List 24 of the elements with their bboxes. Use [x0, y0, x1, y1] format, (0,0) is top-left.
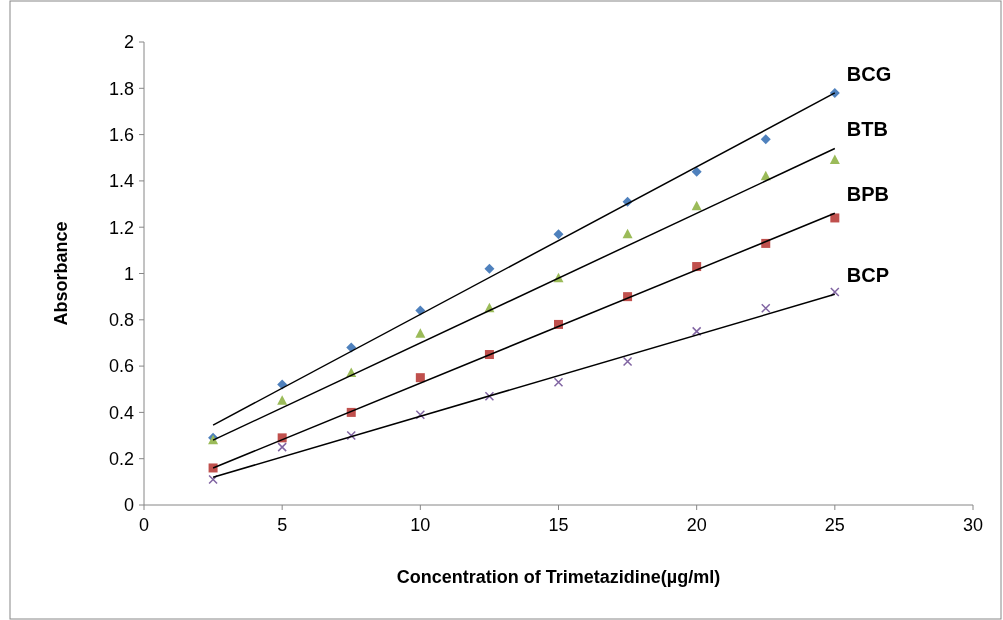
series-label: BPB	[846, 183, 890, 206]
x-tick-label: 25	[824, 515, 845, 535]
y-axis-title: Absorbance	[51, 221, 71, 326]
y-tick-label: 1.6	[108, 124, 134, 145]
x-tick-label: 15	[548, 515, 569, 535]
series-label: BCG	[846, 62, 892, 85]
x-tick-label: 0	[138, 515, 150, 535]
x-tick-label: 10	[410, 515, 431, 535]
y-tick-label: 1.4	[108, 171, 134, 192]
x-tick-label: 20	[686, 515, 707, 535]
y-tick-label: 0	[123, 495, 134, 516]
x-axis-title: Concentration of Trimetazidine(µg/ml)	[396, 567, 721, 587]
y-tick-label: 1	[123, 263, 134, 284]
y-tick-label: 0.8	[108, 310, 134, 331]
series-label: BTB	[846, 118, 888, 141]
x-tick-label: 30	[962, 515, 984, 535]
y-tick-label: 1.8	[108, 78, 134, 99]
y-tick-label: 0.4	[108, 402, 134, 423]
y-tick-label: 2	[123, 32, 134, 53]
y-tick-label: 0.2	[108, 449, 134, 469]
y-tick-label: 0.6	[108, 356, 134, 377]
x-tick-label: 5	[277, 515, 288, 535]
series-label: BCP	[846, 264, 890, 287]
y-tick-label: 1.2	[108, 217, 134, 238]
